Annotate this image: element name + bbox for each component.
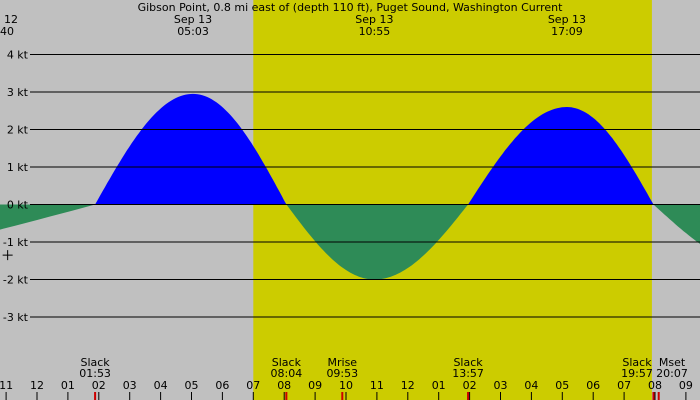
x-tick-label: 09 — [679, 379, 693, 392]
event-name-label: Mset — [659, 356, 686, 369]
event-name-label: Slack — [453, 356, 483, 369]
peak-date-label: Sep 13 — [548, 13, 586, 26]
x-tick-label: 06 — [215, 379, 229, 392]
peak-time-label: 10:55 — [359, 25, 391, 38]
event-time-label: 09:53 — [326, 367, 358, 380]
x-tick-label: 03 — [123, 379, 137, 392]
x-tick-label: 02 — [92, 379, 106, 392]
y-tick-label: 2 kt — [7, 124, 29, 137]
y-axis-ticks: 4 kt 3 kt 2 kt 1 kt 0 kt -1 kt -2 kt -3 kt — [3, 49, 29, 325]
y-tick-label: -2 kt — [3, 274, 29, 287]
event-time-label: 20:07 — [656, 367, 688, 380]
event-name-label: Slack — [80, 356, 110, 369]
x-tick-label: 03 — [494, 379, 508, 392]
event-time-label: 08:04 — [271, 367, 303, 380]
event-time-label: 01:53 — [79, 367, 111, 380]
flood-area — [0, 93, 700, 205]
grid-lines — [30, 54, 700, 318]
peak-time-label: 40 — [0, 25, 14, 38]
event-time-label: 13:57 — [452, 367, 484, 380]
event-name-label: Mrise — [328, 356, 358, 369]
x-tick-label: 11 — [370, 379, 384, 392]
y-tick-label: -1 kt — [3, 236, 29, 249]
x-tick-label: 12 — [401, 379, 415, 392]
x-tick-label: 02 — [463, 379, 477, 392]
peak-time-label: 17:09 — [551, 25, 583, 38]
x-tick-label: 01 — [432, 379, 446, 392]
cursor-marker — [2, 250, 13, 261]
event-time-label: 19:57 — [621, 367, 653, 380]
event-name-label: Slack — [272, 356, 302, 369]
x-tick-label: 04 — [154, 379, 168, 392]
event-labels: Slack01:53Slack08:04Mrise09:53Slack13:57… — [79, 356, 688, 400]
peak-date-label: 12 — [4, 13, 18, 26]
y-tick-label: 0 kt — [7, 199, 29, 212]
peak-date-label: Sep 13 — [174, 13, 212, 26]
x-tick-label: 05 — [185, 379, 199, 392]
x-tick-label: 04 — [524, 379, 538, 392]
chart-title: Gibson Point, 0.8 mi east of (depth 110 … — [138, 1, 564, 14]
y-tick-label: 4 kt — [7, 49, 29, 62]
x-tick-label: 07 — [246, 379, 260, 392]
y-tick-label: 3 kt — [7, 86, 29, 99]
y-tick-label: -3 kt — [3, 311, 29, 324]
x-tick-label: 08 — [277, 379, 291, 392]
x-tick-label: 05 — [555, 379, 569, 392]
x-tick-label: 10 — [339, 379, 353, 392]
x-tick-label: 07 — [617, 379, 631, 392]
x-tick-label: 12 — [30, 379, 44, 392]
x-tick-label: 11 — [0, 379, 13, 392]
peak-date-label: Sep 13 — [355, 13, 393, 26]
event-name-label: Slack — [622, 356, 652, 369]
peak-time-label: 05:03 — [177, 25, 209, 38]
x-axis-ticks: 11 12 01 02 03 04 05 06 07 08 09 10 11 12 01 02 03 04 05 06… — [0, 379, 693, 400]
x-tick-label: 06 — [586, 379, 600, 392]
x-tick-label: 09 — [308, 379, 322, 392]
y-tick-label: 1 kt — [7, 161, 29, 174]
x-tick-label: 01 — [61, 379, 75, 392]
x-tick-label: 08 — [648, 379, 662, 392]
